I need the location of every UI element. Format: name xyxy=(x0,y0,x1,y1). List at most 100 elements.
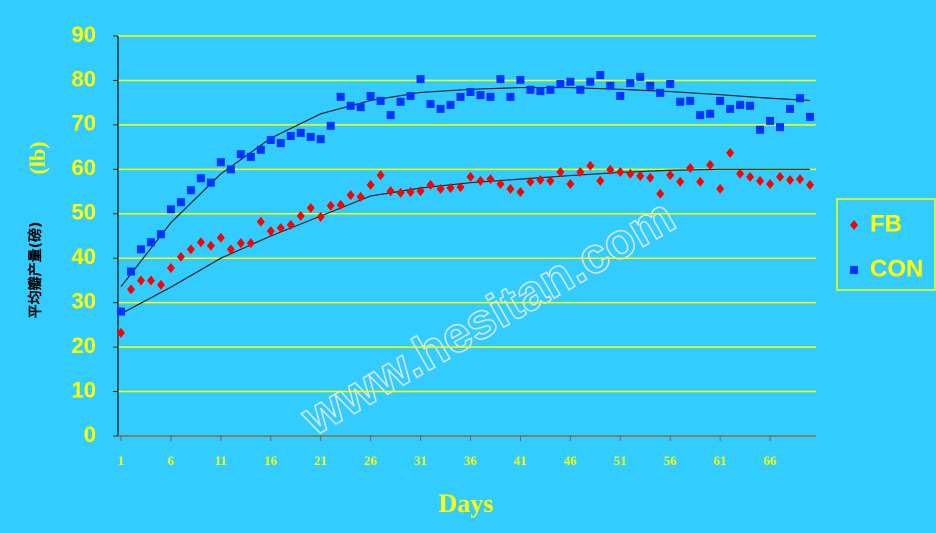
data-point xyxy=(706,109,715,118)
data-point xyxy=(546,85,555,94)
y-tick-label: 50 xyxy=(72,200,96,225)
y-axis-unit: (lb) xyxy=(25,142,50,175)
y-tick-label: 90 xyxy=(72,22,96,47)
data-point xyxy=(526,85,535,94)
data-point xyxy=(686,96,695,105)
data-point xyxy=(126,267,135,276)
data-point xyxy=(726,104,735,113)
data-point xyxy=(366,179,375,190)
data-point xyxy=(436,183,445,194)
data-point xyxy=(286,132,295,140)
data-point xyxy=(186,186,195,195)
data-point xyxy=(696,176,705,187)
data-point xyxy=(536,87,545,96)
x-tick-label: 1 xyxy=(118,453,125,468)
data-point xyxy=(666,170,675,181)
data-point xyxy=(776,123,785,132)
x-tick-label: 11 xyxy=(215,453,227,468)
data-point xyxy=(756,175,765,186)
data-point xyxy=(136,275,145,286)
data-point xyxy=(316,135,325,144)
data-point xyxy=(516,76,525,84)
data-point xyxy=(336,199,345,210)
x-tick-label: 66 xyxy=(764,453,778,468)
data-point xyxy=(236,150,245,159)
data-point xyxy=(356,191,365,202)
legend-label: FB xyxy=(870,210,902,237)
data-point xyxy=(546,175,555,186)
data-point xyxy=(596,175,605,186)
data-point xyxy=(386,186,395,197)
data-point xyxy=(786,104,795,113)
data-point xyxy=(276,139,285,148)
data-point xyxy=(616,167,625,177)
data-point xyxy=(356,103,365,112)
data-point xyxy=(206,178,215,187)
data-point xyxy=(406,187,415,197)
data-point xyxy=(446,100,455,109)
data-point xyxy=(756,125,765,134)
data-point xyxy=(346,101,355,110)
data-point xyxy=(276,223,285,233)
data-point xyxy=(676,97,685,106)
data-point xyxy=(326,121,335,130)
data-point xyxy=(576,85,585,94)
data-point xyxy=(666,80,675,88)
y-tick-label: 20 xyxy=(72,333,96,358)
legend-box xyxy=(836,198,936,291)
y-axis-label: 平均瓣产量(磅) xyxy=(27,222,44,319)
data-point xyxy=(226,165,235,174)
data-point xyxy=(576,167,585,177)
data-point xyxy=(506,92,515,101)
data-point xyxy=(496,75,505,84)
data-point xyxy=(786,175,795,185)
data-point xyxy=(796,94,805,103)
data-point xyxy=(266,136,275,144)
data-point xyxy=(466,171,475,182)
data-point xyxy=(326,200,335,211)
data-point xyxy=(556,167,565,177)
data-point xyxy=(446,183,455,193)
data-point xyxy=(646,81,655,90)
data-point xyxy=(656,188,665,199)
data-point xyxy=(156,230,165,239)
data-point xyxy=(566,179,575,189)
data-point xyxy=(366,92,375,100)
data-point xyxy=(716,183,725,194)
data-point xyxy=(146,275,155,286)
data-point xyxy=(416,186,425,197)
x-tick-label: 26 xyxy=(364,453,378,468)
y-tick-label: 10 xyxy=(72,377,96,402)
data-point xyxy=(426,100,435,108)
data-point xyxy=(346,190,355,201)
data-point xyxy=(166,263,175,273)
x-tick-label: 51 xyxy=(614,453,627,468)
data-point xyxy=(176,198,185,207)
data-point xyxy=(676,176,685,187)
x-tick-label: 31 xyxy=(414,453,427,468)
data-point xyxy=(566,77,575,86)
data-point xyxy=(116,307,125,316)
y-tick-label: 60 xyxy=(72,155,96,180)
data-point xyxy=(506,183,515,194)
data-point xyxy=(336,92,345,101)
data-point xyxy=(286,219,295,230)
x-tick-label: 61 xyxy=(714,453,727,468)
data-point xyxy=(526,176,535,187)
data-point xyxy=(256,145,265,154)
data-point xyxy=(746,101,755,110)
data-point xyxy=(656,88,665,97)
data-point xyxy=(306,203,315,213)
data-point xyxy=(486,92,495,101)
trend-line xyxy=(120,168,811,315)
data-point xyxy=(646,172,655,183)
data-point xyxy=(626,168,635,179)
x-tick-label: 36 xyxy=(464,453,478,468)
y-tick-label: 30 xyxy=(72,288,96,313)
x-tick-label: 21 xyxy=(314,453,327,468)
data-point xyxy=(256,216,265,227)
data-point xyxy=(606,164,615,175)
data-point xyxy=(716,96,725,105)
data-point xyxy=(766,179,775,189)
data-point xyxy=(606,81,615,90)
